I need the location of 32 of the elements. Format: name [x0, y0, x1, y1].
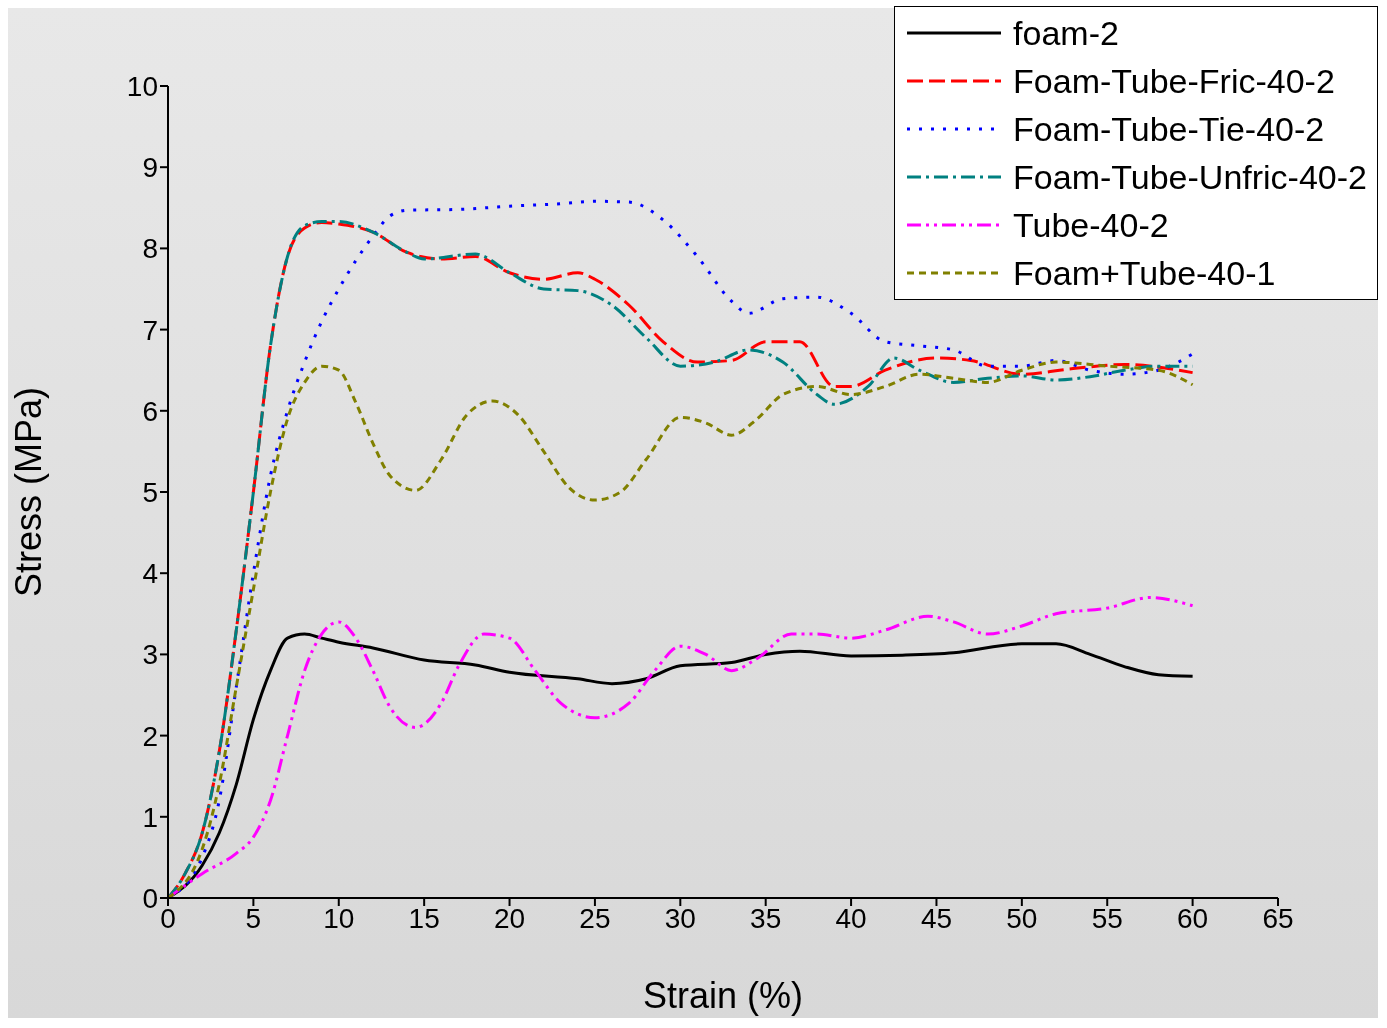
legend-label: Tube-40-2	[1013, 205, 1169, 245]
x-tick-label: 50	[1006, 902, 1038, 934]
x-axis-title: Strain (%)	[642, 975, 804, 1016]
y-tick-label: 2	[142, 720, 158, 752]
x-tick-label: 10	[323, 902, 355, 934]
y-tick-label: 5	[142, 476, 158, 508]
y-tick-label: 10	[126, 70, 158, 102]
x-tick-label: 5	[245, 902, 262, 934]
legend-label: Foam-Tube-Tie-40-2	[1013, 109, 1325, 149]
legend-label: foam-2	[1013, 13, 1119, 53]
x-tick-label: 20	[493, 902, 526, 934]
x-tick-label: 60	[1177, 902, 1209, 934]
legend-label: Foam-Tube-Unfric-40-2	[1013, 157, 1367, 197]
legend-label: Foam-Tube-Fric-40-2	[1013, 61, 1335, 101]
x-tick-label: 35	[750, 902, 782, 934]
x-tick-label: 45	[920, 902, 953, 934]
y-tick-label: 7	[142, 314, 158, 346]
y-tick-label: 6	[142, 395, 158, 427]
y-axis-title: Stress (MPa)	[7, 386, 49, 598]
x-tick-label: 30	[664, 902, 696, 934]
y-tick-label: 8	[142, 233, 158, 265]
y-tick-label: 9	[142, 152, 158, 184]
legend-label: Foam+Tube-40-1	[1013, 253, 1276, 293]
x-tick-label: 40	[835, 902, 867, 934]
y-tick-label: 4	[142, 558, 158, 590]
x-tick-label: 15	[408, 902, 440, 934]
x-tick-label: 25	[579, 902, 611, 934]
x-tick-label: 65	[1262, 902, 1294, 934]
y-tick-label: 1	[142, 801, 158, 833]
x-tick-label: 55	[1091, 902, 1123, 934]
y-tick-label: 0	[142, 882, 158, 914]
y-tick-label: 3	[142, 639, 158, 671]
